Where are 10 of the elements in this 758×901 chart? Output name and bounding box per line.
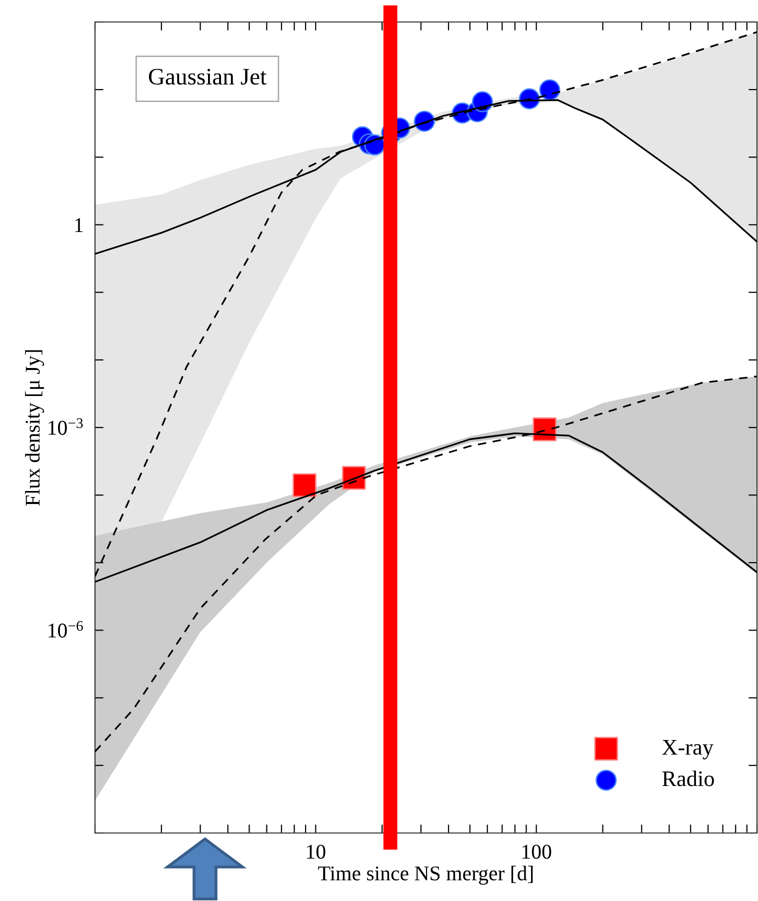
annotation: Gaussian Jet — [148, 68, 267, 85]
legend-label: Radio — [662, 770, 714, 786]
x-tick-label: 10 — [307, 844, 326, 859]
y-tick-label: 1 — [75, 218, 83, 232]
y-axis-title: Flux density [μ Jy] — [25, 350, 44, 506]
x-axis-title: Time since NS merger [d] — [318, 866, 533, 885]
legend-label: X-ray — [662, 740, 714, 760]
x-tick-label: 100 — [522, 844, 552, 859]
y-tick-label: 10$^{−6}$ — [48, 621, 83, 638]
y-tick-label: 10$^{−3}$ — [48, 418, 83, 435]
